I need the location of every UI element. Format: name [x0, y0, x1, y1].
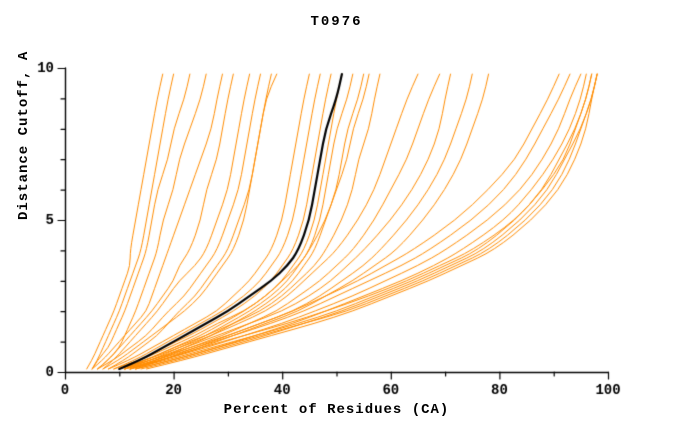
x-axis-label: Percent of Residues (CA)	[223, 402, 450, 418]
chart-title: T0976	[310, 14, 363, 30]
